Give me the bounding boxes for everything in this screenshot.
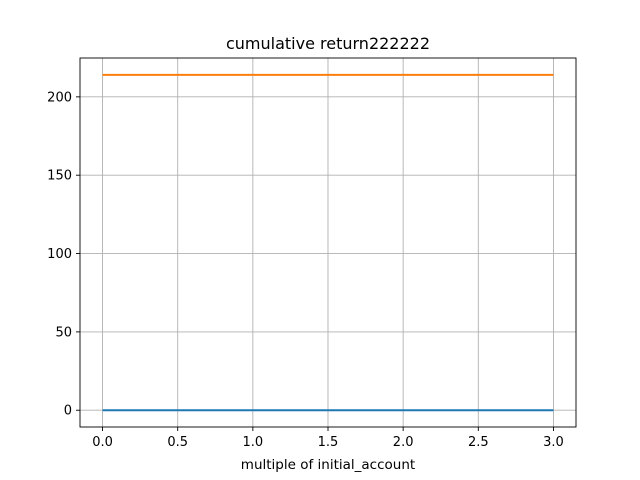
chart-title: cumulative return222222	[226, 34, 430, 53]
ticks: 0.0 0.5 1.0 1.5 2.0 2.5 3.0 0 50 100 150 200	[47, 90, 564, 450]
y-tick-label: 50	[55, 325, 72, 340]
y-tick-label: 150	[47, 169, 72, 184]
y-tick-label: 200	[47, 90, 72, 105]
x-tick-label: 0.0	[92, 435, 113, 450]
y-tick-label: 100	[47, 247, 72, 262]
series-group	[102, 73, 554, 412]
y-tick-label: 0	[64, 404, 72, 419]
x-tick-label: 2.5	[468, 435, 489, 450]
x-tick-label: 1.5	[318, 435, 339, 450]
x-tick-label: 3.0	[543, 435, 564, 450]
x-tick-label: 1.0	[243, 435, 264, 450]
grid	[80, 58, 576, 427]
x-tick-label: 2.0	[393, 435, 414, 450]
x-axis-label: multiple of initial_account	[241, 457, 415, 473]
x-tick-label: 0.5	[167, 435, 188, 450]
